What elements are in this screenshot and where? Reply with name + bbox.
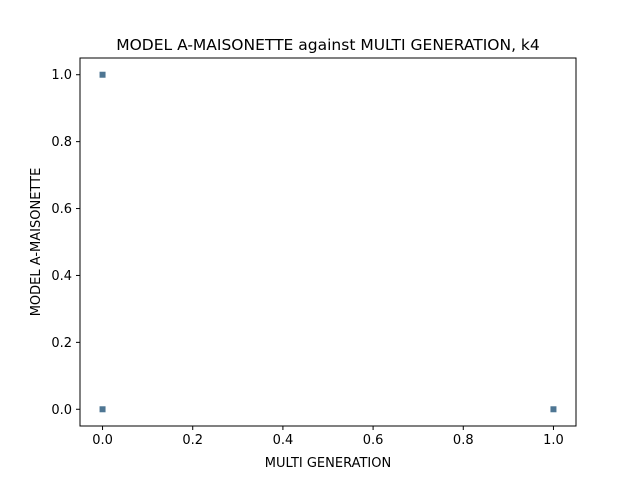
chart-title: MODEL A-MAISONETTE against MULTI GENERAT… — [116, 36, 540, 54]
data-point-1 — [99, 406, 106, 413]
x-tick-label: 0.2 — [182, 433, 203, 448]
axes-frame — [79, 57, 577, 427]
x-tick-label: 1.0 — [543, 433, 564, 448]
y-tick-label: 0.2 — [51, 336, 72, 351]
x-tick-label: 0.6 — [363, 433, 384, 448]
y-tick-label: 0.4 — [51, 269, 72, 284]
y-tick-label: 0.6 — [51, 202, 72, 217]
x-tick-label: 0.4 — [273, 433, 294, 448]
data-point-0 — [99, 71, 106, 78]
y-tick-label: 0.0 — [51, 403, 72, 418]
x-axis-label: MULTI GENERATION — [265, 456, 391, 471]
x-tick-label: 0.0 — [92, 433, 113, 448]
y-tick-label: 0.8 — [51, 135, 72, 150]
y-tick-label: 1.0 — [51, 68, 72, 83]
data-points — [99, 71, 557, 413]
plot-area: 0.0 0.2 0.4 0.6 0.8 1.0 0.0 0.2 0.4 0.6 0.8 1.0 — [51, 57, 577, 448]
data-point-2 — [550, 406, 557, 413]
y-axis-label: MODEL A-MAISONETTE — [29, 168, 44, 317]
x-tick-label: 0.8 — [453, 433, 474, 448]
x-axis-ticks: 0.0 0.2 0.4 0.6 0.8 1.0 — [92, 426, 564, 448]
y-axis-ticks: 0.0 0.2 0.4 0.6 0.8 1.0 — [51, 68, 80, 418]
